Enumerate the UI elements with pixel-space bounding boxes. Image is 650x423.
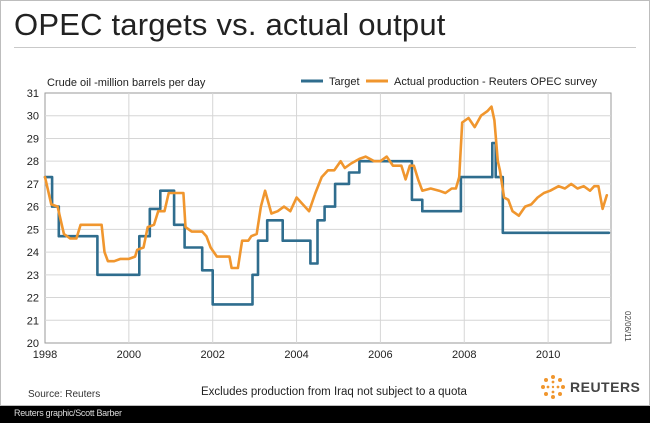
gridlines: [45, 93, 611, 343]
y-tick-label: 22: [27, 293, 39, 305]
x-tick-label: 2008: [452, 349, 476, 361]
legend-label: Target: [329, 76, 360, 88]
line-chart: 20 21 22 23 24 25 26 27 28 29 30 31 1998 2000 2002 2004…: [27, 76, 612, 361]
reuters-dots-icon: [541, 375, 565, 399]
x-tick-label: 1998: [33, 349, 57, 361]
series-lines: [43, 105, 611, 306]
y-tick-label: 23: [27, 270, 39, 282]
chart-title: OPEC targets vs. actual output: [14, 7, 446, 42]
y-tick-label: 21: [27, 315, 39, 327]
graphic-credit: Reuters graphic/Scott Barber: [14, 408, 122, 418]
reuters-logo: REUTERS: [540, 374, 640, 400]
legend-label: Actual production - Reuters OPEC survey: [394, 76, 597, 88]
target-series-line: [43, 141, 611, 306]
x-tick-label: 2006: [368, 349, 392, 361]
y-tick-label: 27: [27, 179, 39, 191]
y-tick-label: 28: [27, 156, 39, 168]
footnote: Excludes production from Iraq not subjec…: [201, 386, 467, 398]
y-tick-label: 29: [27, 133, 39, 145]
x-tick-label: 2004: [284, 349, 308, 361]
y-tick-label: 30: [27, 111, 39, 123]
y-tick-label: 20: [27, 338, 39, 350]
graphic-frame: OPEC targets vs. actual output 20 21 22 23 2…: [0, 0, 650, 406]
axis-ticks: 20 21 22 23 24 25 26 27 28 29 30 31 1998 2000 2002 2004…: [27, 88, 561, 361]
x-tick-label: 2002: [200, 349, 224, 361]
plot-area-border: [44, 92, 612, 344]
y-tick-label: 25: [27, 224, 39, 236]
legend: Target Actual production - Reuters OPEC s…: [301, 76, 597, 88]
y-tick-label: 24: [27, 247, 39, 259]
reuters-logo-text: REUTERS: [570, 379, 641, 395]
source-note: Source: Reuters: [28, 389, 101, 400]
title-divider: [14, 47, 636, 48]
y-tick-label: 31: [27, 88, 39, 100]
x-tick-label: 2010: [536, 349, 560, 361]
y-axis-label: Crude oil -million barrels per day: [47, 77, 206, 89]
x-tick-label: 2000: [117, 349, 141, 361]
date-stamp: 02/06/11: [623, 311, 632, 342]
y-tick-label: 26: [27, 202, 39, 214]
actual-production-series-line: [43, 105, 609, 270]
